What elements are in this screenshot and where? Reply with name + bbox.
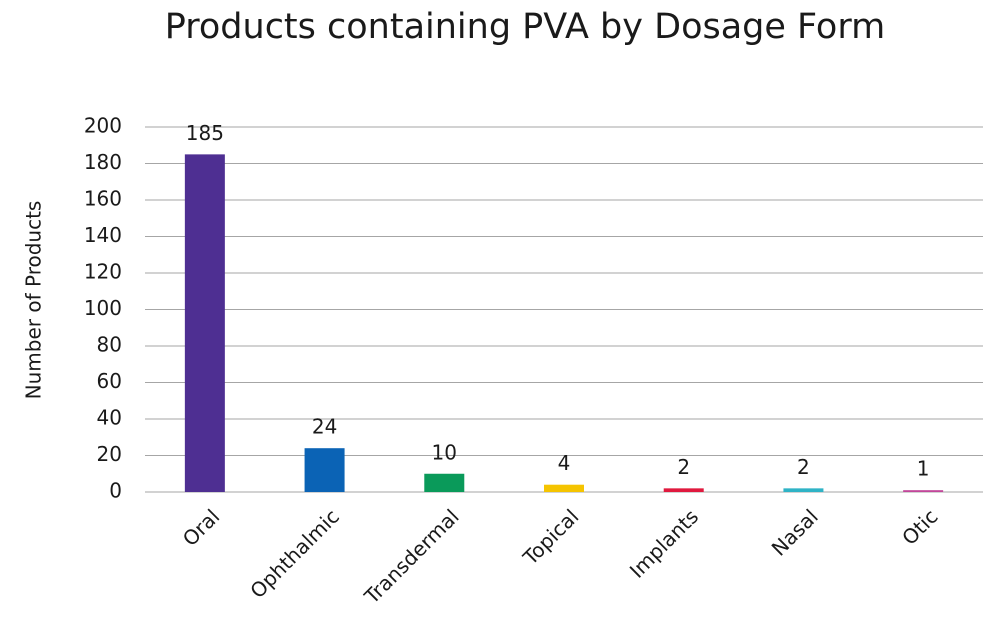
y-tick-label: 0 bbox=[109, 479, 122, 503]
x-tick-label: Transdermal bbox=[359, 504, 464, 609]
y-axis-label: Number of Products bbox=[22, 201, 46, 400]
y-tick-label: 40 bbox=[97, 406, 122, 430]
x-tick-label: Topical bbox=[518, 504, 584, 570]
bar bbox=[304, 448, 345, 492]
x-tick-label: Implants bbox=[625, 504, 703, 582]
y-tick-label: 20 bbox=[97, 442, 122, 466]
x-tick-label: Ophthalmic bbox=[245, 504, 344, 603]
y-tick-label: 80 bbox=[97, 333, 122, 357]
y-tick-label: 140 bbox=[84, 223, 122, 247]
data-label: 185 bbox=[186, 121, 224, 145]
bar bbox=[903, 490, 944, 492]
bar bbox=[783, 488, 824, 492]
y-tick-label: 120 bbox=[84, 260, 122, 284]
data-label: 2 bbox=[797, 455, 810, 479]
bar bbox=[424, 473, 465, 492]
y-tick-label: 60 bbox=[97, 369, 122, 393]
data-label: 24 bbox=[312, 415, 337, 439]
bar bbox=[184, 154, 225, 492]
data-label: 4 bbox=[558, 451, 571, 475]
y-tick-label: 160 bbox=[84, 187, 122, 211]
x-tick-label: Oral bbox=[178, 504, 225, 551]
y-tick-label: 100 bbox=[84, 296, 122, 320]
x-tick-label: Otic bbox=[897, 504, 942, 549]
x-tick-label: Nasal bbox=[767, 504, 823, 560]
y-tick-label: 180 bbox=[84, 150, 122, 174]
data-label: 2 bbox=[677, 455, 690, 479]
chart-title: Products containing PVA by Dosage Form bbox=[165, 7, 885, 47]
bar bbox=[544, 484, 584, 492]
y-tick-label: 200 bbox=[84, 114, 122, 138]
bar bbox=[663, 488, 704, 492]
data-label: 10 bbox=[432, 440, 457, 464]
data-label: 1 bbox=[917, 457, 930, 481]
